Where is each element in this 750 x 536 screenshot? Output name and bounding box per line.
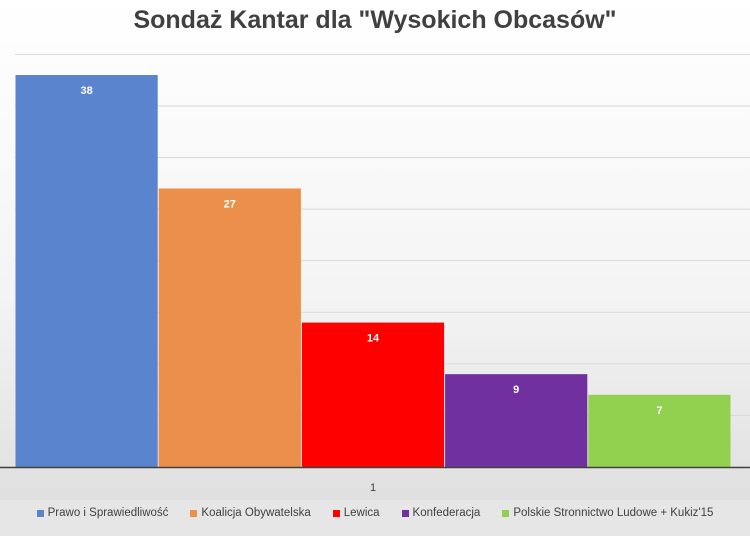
bar-2 — [158, 188, 301, 467]
bar-4 — [445, 374, 588, 467]
bars — [15, 75, 731, 467]
legend-label: Konfederacja — [412, 507, 481, 519]
legend-item: Polskie Stronnictwo Ludowe + Kukiz'15 — [502, 507, 713, 519]
legend-item: Koalicja Obywatelska — [190, 507, 311, 519]
bar-1 — [15, 75, 158, 467]
legend-swatch — [332, 509, 340, 517]
legend-swatch — [190, 509, 198, 517]
data-labels: 38 27 14 9 7 — [80, 85, 662, 417]
bar-chart: 38 27 14 9 7 1 — [0, 53, 750, 494]
legend-swatch — [502, 509, 510, 517]
legend-item: Konfederacja — [401, 507, 481, 519]
data-label: 9 — [513, 384, 519, 396]
legend-swatch — [36, 509, 44, 517]
legend-label: Koalicja Obywatelska — [201, 507, 311, 519]
legend-swatch — [401, 509, 409, 517]
bar-3 — [301, 322, 445, 467]
legend-item: Lewica — [332, 507, 380, 519]
legend-label: Polskie Stronnictwo Ludowe + Kukiz'15 — [513, 507, 714, 519]
data-label: 38 — [80, 85, 92, 97]
data-label: 7 — [656, 405, 662, 417]
data-label: 27 — [224, 198, 236, 210]
legend-label: Prawo i Sprawiedliwość — [47, 507, 169, 519]
legend: Prawo i Sprawiedliwość Koalicja Obywatels… — [0, 507, 750, 519]
legend-background — [0, 500, 750, 536]
chart-title: Sondaż Kantar dla "Wysokich Obcasów" — [133, 6, 617, 34]
legend-item: Prawo i Sprawiedliwość — [36, 507, 169, 519]
x-tick-label: 1 — [370, 482, 376, 494]
bar-5 — [588, 394, 731, 467]
legend-label: Lewica — [343, 507, 380, 519]
data-label: 14 — [367, 333, 380, 345]
